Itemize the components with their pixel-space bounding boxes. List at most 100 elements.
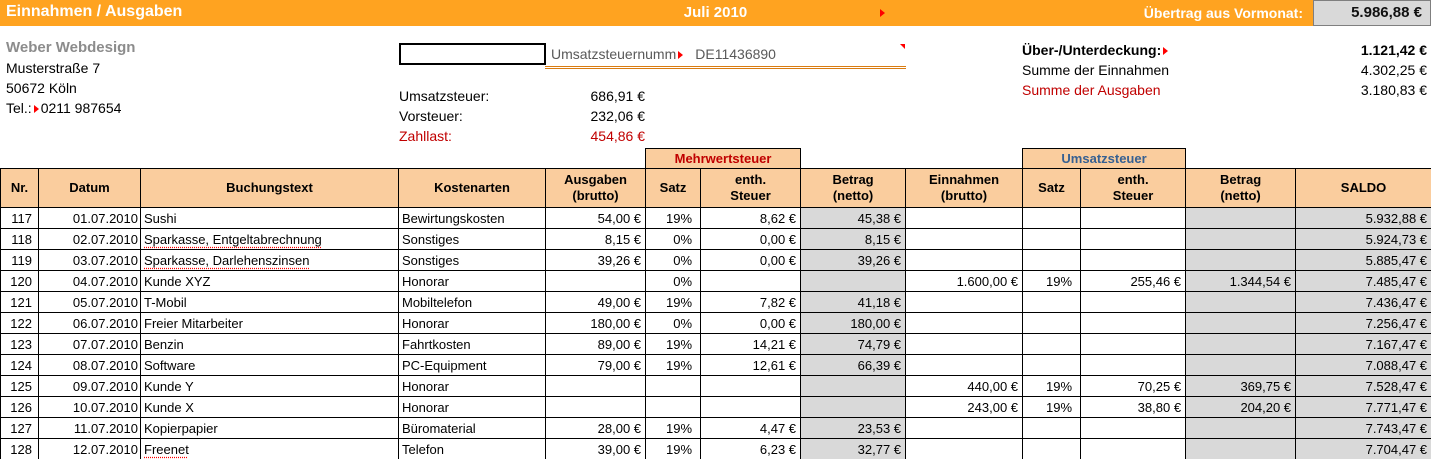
cell-e_satz[interactable] bbox=[1022, 207, 1082, 229]
vorsteuer-row[interactable]: Vorsteuer: 232,06 € bbox=[399, 106, 645, 126]
cell-e_steuer[interactable] bbox=[1080, 333, 1187, 355]
cell-a_steuer[interactable]: 12,61 € bbox=[700, 354, 802, 376]
col-header-nr[interactable]: Nr. bbox=[0, 168, 39, 208]
cell-datum[interactable]: 11.07.2010 bbox=[38, 417, 141, 439]
cell-kostenart[interactable]: Honorar bbox=[398, 312, 546, 334]
cell-a_steuer[interactable] bbox=[700, 270, 802, 292]
cell-saldo[interactable]: 5.924,73 € bbox=[1295, 228, 1431, 250]
cell-nr[interactable]: 122 bbox=[0, 312, 39, 334]
carryover-value-cell[interactable]: 5.986,88 € bbox=[1313, 0, 1431, 26]
cell-nr[interactable]: 118 bbox=[0, 228, 39, 250]
cell-e_steuer[interactable] bbox=[1080, 438, 1187, 459]
cell-a_steuer[interactable]: 0,00 € bbox=[700, 312, 802, 334]
cell-datum[interactable]: 05.07.2010 bbox=[38, 291, 141, 313]
zahllast-row[interactable]: Zahllast: 454,86 € bbox=[399, 126, 645, 146]
cell-einnahmen[interactable]: 243,00 € bbox=[905, 396, 1024, 418]
cell-a_satz[interactable]: 0% bbox=[645, 312, 702, 334]
cell-e_netto[interactable] bbox=[1185, 291, 1297, 313]
cell-einnahmen[interactable] bbox=[905, 249, 1024, 271]
cell-ausgaben[interactable]: 54,00 € bbox=[544, 207, 647, 229]
cell-datum[interactable]: 04.07.2010 bbox=[38, 270, 141, 292]
cell-ausgaben[interactable] bbox=[544, 375, 647, 397]
col-header-ust-satz[interactable]: Satz bbox=[1022, 168, 1082, 208]
cell-a_satz[interactable]: 0% bbox=[645, 270, 702, 292]
cell-text[interactable]: Sushi bbox=[140, 207, 399, 229]
cell-a_netto[interactable] bbox=[800, 396, 907, 418]
col-header-kostenarten[interactable]: Kostenarten bbox=[398, 168, 546, 208]
income-total-row[interactable]: Summe der Einnahmen 4.302,25 € bbox=[1022, 60, 1427, 80]
col-header-buchungstext[interactable]: Buchungstext bbox=[140, 168, 399, 208]
cell-a_satz[interactable]: 19% bbox=[645, 354, 702, 376]
cell-kostenart[interactable]: Telefon bbox=[398, 438, 546, 459]
cell-text[interactable]: Kopierpapier bbox=[140, 417, 399, 439]
cell-einnahmen[interactable] bbox=[905, 312, 1024, 334]
cell-e_netto[interactable]: 369,75 € bbox=[1185, 375, 1297, 397]
cell-text[interactable]: Kunde XYZ bbox=[140, 270, 399, 292]
cell-saldo[interactable]: 7.771,47 € bbox=[1295, 396, 1431, 418]
cell-a_netto[interactable] bbox=[800, 375, 907, 397]
cell-saldo[interactable]: 7.704,47 € bbox=[1295, 438, 1431, 459]
cell-e_satz[interactable] bbox=[1022, 333, 1082, 355]
cell-saldo[interactable]: 7.485,47 € bbox=[1295, 270, 1431, 292]
cell-datum[interactable]: 02.07.2010 bbox=[38, 228, 141, 250]
cell-e_netto[interactable]: 1.344,54 € bbox=[1185, 270, 1297, 292]
cell-nr[interactable]: 117 bbox=[0, 207, 39, 229]
cell-a_satz[interactable]: 19% bbox=[645, 207, 702, 229]
cell-datum[interactable]: 08.07.2010 bbox=[38, 354, 141, 376]
cell-e_steuer[interactable] bbox=[1080, 228, 1187, 250]
cell-text[interactable]: Sparkasse, Entgeltabrechnung bbox=[140, 228, 399, 250]
cell-text[interactable]: Freenet bbox=[140, 438, 399, 459]
col-header-datum[interactable]: Datum bbox=[38, 168, 141, 208]
cell-datum[interactable]: 01.07.2010 bbox=[38, 207, 141, 229]
cell-a_steuer[interactable]: 4,47 € bbox=[700, 417, 802, 439]
cell-a_satz[interactable]: 19% bbox=[645, 291, 702, 313]
selected-cell[interactable] bbox=[399, 43, 546, 65]
cell-a_satz[interactable]: 19% bbox=[645, 438, 702, 459]
cell-saldo[interactable]: 7.528,47 € bbox=[1295, 375, 1431, 397]
cell-a_steuer[interactable]: 7,82 € bbox=[700, 291, 802, 313]
cell-a_netto[interactable]: 23,53 € bbox=[800, 417, 907, 439]
cell-nr[interactable]: 126 bbox=[0, 396, 39, 418]
col-header-ausgaben-brutto[interactable]: Ausgaben (brutto) bbox=[544, 168, 647, 208]
cell-kostenart[interactable]: Honorar bbox=[398, 375, 546, 397]
cell-einnahmen[interactable] bbox=[905, 438, 1024, 459]
cell-e_netto[interactable] bbox=[1185, 228, 1297, 250]
col-header-mwst-steuer[interactable]: enth. Steuer bbox=[700, 168, 802, 208]
cell-nr[interactable]: 128 bbox=[0, 438, 39, 459]
cell-ausgaben[interactable]: 8,15 € bbox=[544, 228, 647, 250]
cell-text[interactable]: Kunde Y bbox=[140, 375, 399, 397]
cell-a_steuer[interactable]: 6,23 € bbox=[700, 438, 802, 459]
vat-id-row[interactable]: Umsatzsteuernumm DE11436890 bbox=[551, 46, 776, 62]
cell-a_satz[interactable]: 19% bbox=[645, 417, 702, 439]
col-header-ausgaben-netto[interactable]: Betrag (netto) bbox=[800, 168, 907, 208]
cell-e_satz[interactable] bbox=[1022, 312, 1082, 334]
cell-e_netto[interactable] bbox=[1185, 354, 1297, 376]
cell-text[interactable]: T-Mobil bbox=[140, 291, 399, 313]
cell-a_steuer[interactable] bbox=[700, 396, 802, 418]
cell-ausgaben[interactable]: 39,26 € bbox=[544, 249, 647, 271]
col-header-einnahmen-netto[interactable]: Betrag (netto) bbox=[1185, 168, 1297, 208]
cell-a_satz[interactable]: 0% bbox=[645, 249, 702, 271]
cell-a_satz[interactable] bbox=[645, 375, 702, 397]
cell-ausgaben[interactable]: 79,00 € bbox=[544, 354, 647, 376]
cell-nr[interactable]: 123 bbox=[0, 333, 39, 355]
cell-einnahmen[interactable] bbox=[905, 333, 1024, 355]
cell-a_satz[interactable] bbox=[645, 396, 702, 418]
cell-datum[interactable]: 03.07.2010 bbox=[38, 249, 141, 271]
cell-text[interactable]: Software bbox=[140, 354, 399, 376]
cell-nr[interactable]: 119 bbox=[0, 249, 39, 271]
cell-saldo[interactable]: 7.256,47 € bbox=[1295, 312, 1431, 334]
cell-einnahmen[interactable]: 440,00 € bbox=[905, 375, 1024, 397]
cell-saldo[interactable]: 7.167,47 € bbox=[1295, 333, 1431, 355]
cell-kostenart[interactable]: Honorar bbox=[398, 396, 546, 418]
cell-datum[interactable]: 09.07.2010 bbox=[38, 375, 141, 397]
cell-a_netto[interactable] bbox=[800, 270, 907, 292]
cell-e_netto[interactable] bbox=[1185, 312, 1297, 334]
cell-kostenart[interactable]: Sonstiges bbox=[398, 228, 546, 250]
cell-nr[interactable]: 125 bbox=[0, 375, 39, 397]
cell-e_satz[interactable]: 19% bbox=[1022, 375, 1082, 397]
cell-saldo[interactable]: 7.088,47 € bbox=[1295, 354, 1431, 376]
cell-a_steuer[interactable]: 8,62 € bbox=[700, 207, 802, 229]
col-header-einnahmen-brutto[interactable]: Einnahmen (brutto) bbox=[905, 168, 1024, 208]
cell-datum[interactable]: 10.07.2010 bbox=[38, 396, 141, 418]
